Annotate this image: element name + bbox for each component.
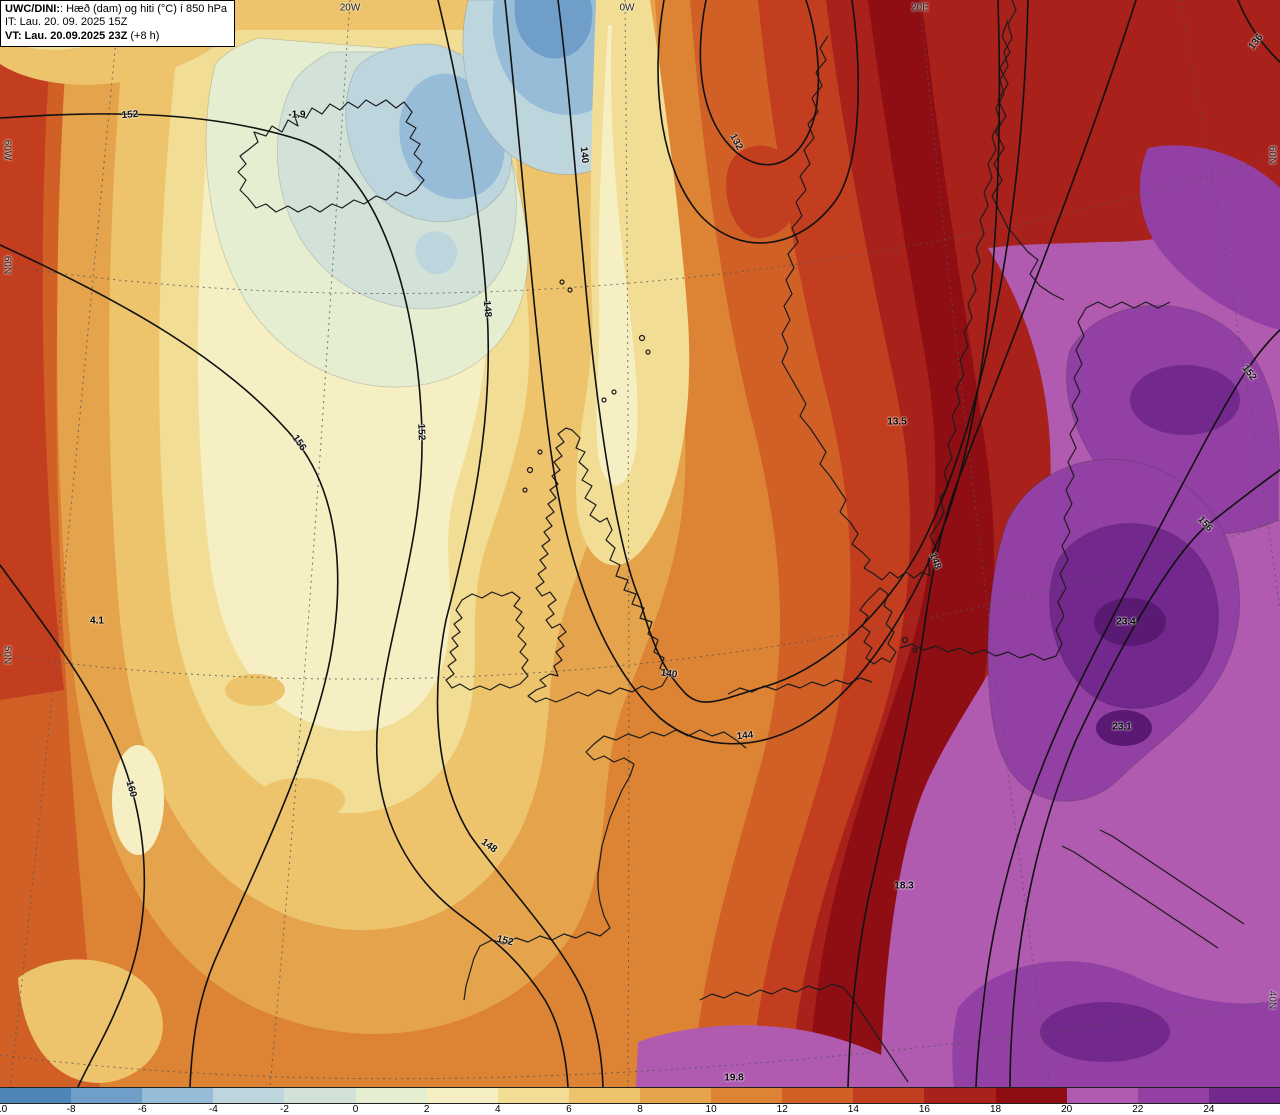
- colorbar-tick-label: 4: [494, 1104, 501, 1115]
- colorbar-tick-label: -2: [279, 1104, 289, 1115]
- colorbar-cell: [711, 1088, 783, 1103]
- colorbar-cell: [853, 1088, 925, 1103]
- map-canvas: 152 140 132 136 148 152 156 144 140 160 148 152 148 1…: [0, 0, 1280, 1087]
- colorbar-cell: [639, 1088, 712, 1103]
- valid-time-line: VT: Lau. 20.09.2025 23Z (+8 h): [5, 30, 227, 43]
- map-title: : Hæð (dam) og hiti (°C) í 850 hPa: [60, 3, 228, 15]
- legend-box: UWC/DINI:: Hæð (dam) og hiti (°C) í 850 …: [0, 0, 236, 48]
- colorbar-cell: [284, 1088, 356, 1103]
- colorbar-tick-label: 2: [423, 1104, 430, 1115]
- colorbar-cell: [1066, 1088, 1138, 1103]
- colorbar-tick-label: 8: [637, 1104, 643, 1115]
- colorbar-tick-label: -10: [0, 1104, 8, 1115]
- height-contours: [0, 0, 1280, 1087]
- colorbar-cell: [355, 1088, 427, 1103]
- coastlines: [237, 0, 1245, 1083]
- colorbar-tick-label: 20: [1061, 1104, 1073, 1115]
- colorbar-cell: [1208, 1088, 1280, 1103]
- colorbar-tick-label: 24: [1203, 1104, 1215, 1115]
- colorbar-cell: [213, 1088, 285, 1103]
- colorbar-tick-label: 22: [1132, 1104, 1144, 1115]
- colorbar-tick-label: 14: [847, 1104, 859, 1115]
- colorbar-tick-label: -8: [66, 1104, 76, 1115]
- colorbar-cell: [142, 1088, 214, 1103]
- colorbar-tick-label: 12: [776, 1104, 788, 1115]
- colorbar-cell: [924, 1088, 996, 1103]
- colorbar-tick-label: 16: [918, 1104, 930, 1115]
- colorbar-cell: [782, 1088, 854, 1103]
- colorbar-cells: [0, 1087, 1280, 1104]
- model-name: UWC/DINI:: [5, 3, 60, 15]
- colorbar-cell: [1137, 1088, 1209, 1103]
- colorbar-tick-label: 0: [352, 1104, 359, 1115]
- colorbar-cell: [0, 1088, 72, 1103]
- colorbar-tick-label: 10: [705, 1104, 717, 1115]
- colorbar-cell: [426, 1088, 498, 1103]
- valid-time: VT: Lau. 20.09.2025 23Z: [5, 29, 128, 42]
- colorbar-tick-label: 6: [566, 1104, 572, 1115]
- legend-title-line: UWC/DINI:: Hæð (dam) og hiti (°C) í 850 …: [5, 3, 227, 16]
- colorbar-cell: [568, 1088, 640, 1103]
- colorbar-tick-label: 18: [989, 1104, 1002, 1115]
- colorbar-cell: [995, 1088, 1067, 1103]
- valid-offset: (+8 h): [127, 29, 160, 42]
- init-time: IT: Lau. 20. 09. 2025 15Z: [5, 16, 128, 29]
- colorbar-cell: [71, 1088, 143, 1103]
- colorbar-tick-label: -6: [137, 1104, 147, 1115]
- colorbar-tick-label: -4: [208, 1104, 218, 1115]
- map-graphics: [0, 0, 1280, 1087]
- colorbar-cell: [497, 1088, 569, 1103]
